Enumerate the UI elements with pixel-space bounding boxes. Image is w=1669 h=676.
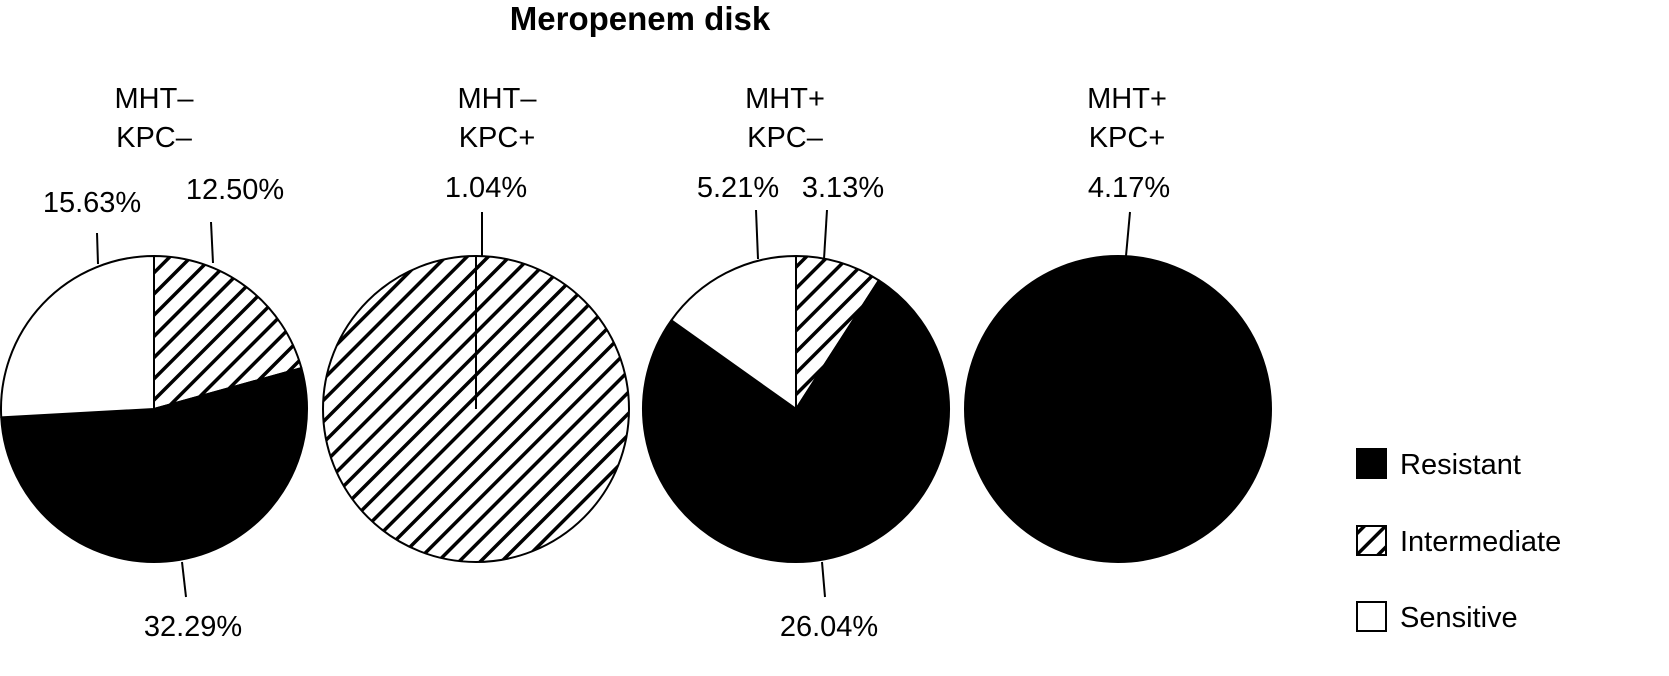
pies-group: MHT– KPC–32.29%12.50%15.63%MHT– KPC+1.04%M… (0, 83, 1272, 643)
legend-swatch (1356, 601, 1387, 632)
pie-group-label-line: MHT– (458, 83, 538, 115)
pie-group-label-line: KPC+ (459, 122, 536, 154)
legend-label: Intermediate (1400, 526, 1561, 558)
slice-label: 32.29% (144, 611, 242, 643)
pie-slice (0, 255, 155, 419)
legend-label: Sensitive (1400, 602, 1518, 634)
leader-line (823, 209, 828, 260)
leader-line (821, 561, 826, 598)
slice-label: 15.63% (43, 187, 141, 219)
slice-label: 26.04% (780, 611, 878, 643)
pie-group-label: MHT– KPC+ (458, 83, 538, 154)
pie-slice (642, 279, 950, 563)
pie-group-label: MHT– KPC– (115, 83, 195, 154)
slice-label: 12.50% (186, 174, 284, 206)
legend-swatch (1356, 448, 1387, 479)
chart-title: Meropenem disk (510, 0, 771, 37)
legend: Resistant Intermediate Sensitive (1356, 448, 1561, 634)
pie-group-label: MHT+ KPC– (745, 83, 825, 154)
leader-line (96, 232, 99, 265)
pie-group-label-line: KPC– (116, 122, 193, 154)
leader-line (1125, 211, 1131, 257)
pie-group-label-line: MHT+ (745, 83, 825, 115)
pie-group: MHT+ KPC– 26.04% 3.13% 5.21% (642, 83, 950, 643)
leader-line (755, 209, 759, 260)
pie-slice (964, 255, 1272, 563)
pie-slice (0, 367, 308, 563)
pie-slice (153, 255, 303, 410)
pie-slice (795, 255, 880, 410)
legend-swatch (1356, 525, 1387, 556)
legend-label: Resistant (1400, 449, 1521, 481)
pie-group-label-line: MHT+ (1087, 83, 1167, 115)
slice-label: 4.17% (1088, 172, 1170, 204)
slice-label: 5.21% (697, 172, 779, 204)
slice-label: 1.04% (445, 172, 527, 204)
pie-group-label: MHT+ KPC+ (1087, 83, 1167, 154)
slice-label: 3.13% (802, 172, 884, 204)
pie-group-label-line: KPC– (747, 122, 824, 154)
leader-line (210, 221, 214, 264)
pie-group-label-line: KPC+ (1089, 122, 1166, 154)
pie-group-label-line: MHT– (115, 83, 195, 115)
pie-slice (670, 255, 797, 410)
pie-group: MHT– KPC+ 1.04% (322, 83, 630, 563)
pie-group: MHT+ KPC+ 4.17% (964, 83, 1272, 563)
leader-line (181, 561, 187, 598)
pie-group: MHT– KPC– 32.29% 12.50% 15.63% (0, 83, 308, 643)
